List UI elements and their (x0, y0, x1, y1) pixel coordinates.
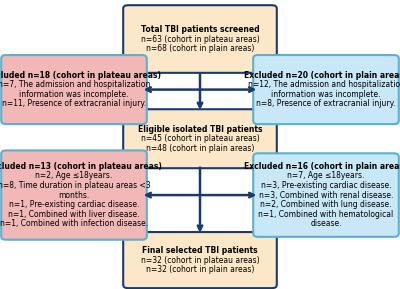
Text: n=7, Age ≤18years.: n=7, Age ≤18years. (287, 171, 365, 180)
Text: information was incomplete.: information was incomplete. (19, 90, 129, 99)
FancyBboxPatch shape (123, 109, 277, 168)
FancyBboxPatch shape (253, 55, 399, 124)
Text: n=3, Pre-existing cardiac disease.: n=3, Pre-existing cardiac disease. (261, 181, 391, 190)
Text: Final selected TBI patients: Final selected TBI patients (142, 246, 258, 255)
FancyBboxPatch shape (253, 153, 399, 237)
Text: Excluded n=13 (cohort in plateau areas): Excluded n=13 (cohort in plateau areas) (0, 162, 162, 171)
FancyBboxPatch shape (1, 55, 147, 124)
Text: n=1, Pre-existing cardiac disease.: n=1, Pre-existing cardiac disease. (9, 200, 139, 209)
FancyBboxPatch shape (123, 5, 277, 73)
Text: n=11, Presence of extracranial injury.: n=11, Presence of extracranial injury. (2, 99, 146, 108)
Text: disease.: disease. (310, 219, 342, 228)
Text: n=1, Combined with infection disease.: n=1, Combined with infection disease. (0, 219, 148, 228)
Text: n=68 (cohort in plain areas): n=68 (cohort in plain areas) (146, 44, 254, 53)
Text: Total TBI patients screened: Total TBI patients screened (141, 25, 259, 34)
Text: n=12, The admission and hospitalization: n=12, The admission and hospitalization (248, 80, 400, 89)
Text: n=2, Age ≤18years.: n=2, Age ≤18years. (35, 171, 113, 180)
Text: n=1, Combined with liver disease.: n=1, Combined with liver disease. (8, 210, 140, 219)
Text: n=2, Combined with lung disease.: n=2, Combined with lung disease. (260, 200, 392, 209)
Text: months.: months. (58, 190, 90, 200)
Text: n=8, Presence of extracranial injury.: n=8, Presence of extracranial injury. (256, 99, 396, 108)
Text: Excluded n=18 (cohort in plateau areas): Excluded n=18 (cohort in plateau areas) (0, 71, 162, 80)
Text: Excluded n=16 (cohort in plain areas): Excluded n=16 (cohort in plain areas) (244, 162, 400, 171)
Text: n=1, Combined with hematological: n=1, Combined with hematological (258, 210, 394, 219)
Text: n=63 (cohort in plateau areas): n=63 (cohort in plateau areas) (141, 34, 259, 44)
Text: n=48 (cohort in plain areas): n=48 (cohort in plain areas) (146, 144, 254, 153)
Text: information was incomplete.: information was incomplete. (271, 90, 381, 99)
FancyBboxPatch shape (1, 150, 147, 240)
Text: n=7, The admission and hospitalization: n=7, The admission and hospitalization (0, 80, 150, 89)
Text: n=3, Combined with renal disease.: n=3, Combined with renal disease. (259, 190, 393, 200)
Text: n=45 (cohort in plateau areas): n=45 (cohort in plateau areas) (141, 134, 259, 143)
FancyBboxPatch shape (123, 232, 277, 288)
Text: n=32 (cohort in plain areas): n=32 (cohort in plain areas) (146, 265, 254, 274)
Text: Excluded n=20 (cohort in plain areas): Excluded n=20 (cohort in plain areas) (244, 71, 400, 80)
Text: Eligible isolated TBI patients: Eligible isolated TBI patients (138, 125, 262, 134)
Text: n=8, Time duration in plateau areas <3: n=8, Time duration in plateau areas <3 (0, 181, 150, 190)
Text: n=32 (cohort in plateau areas): n=32 (cohort in plateau areas) (141, 255, 259, 265)
